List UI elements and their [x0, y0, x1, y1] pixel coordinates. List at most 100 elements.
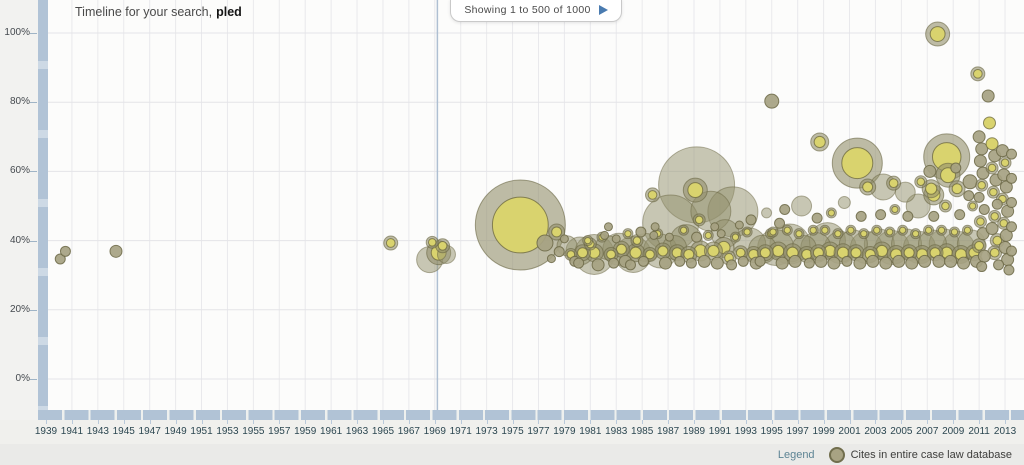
bubble[interactable]: [1003, 264, 1015, 276]
next-page-icon[interactable]: [598, 5, 608, 15]
bubble[interactable]: [702, 229, 714, 241]
bubble[interactable]: [961, 224, 973, 236]
bubble[interactable]: [875, 209, 887, 221]
bubble[interactable]: [814, 254, 828, 268]
bubble[interactable]: [682, 177, 708, 203]
bubble[interactable]: [435, 238, 451, 254]
bubble[interactable]: [976, 261, 988, 273]
bubble[interactable]: [977, 249, 991, 263]
bubble[interactable]: [745, 214, 757, 226]
bubble[interactable]: [845, 224, 857, 236]
bubble[interactable]: [837, 196, 851, 210]
bubble[interactable]: [950, 162, 962, 174]
bubble[interactable]: [764, 93, 780, 109]
bubble[interactable]: [973, 191, 985, 203]
bubble[interactable]: [1006, 221, 1018, 233]
bubble[interactable]: [902, 210, 914, 222]
bubble[interactable]: [710, 256, 724, 270]
bubble-chart[interactable]: [0, 0, 1024, 410]
bubble[interactable]: [967, 200, 979, 212]
bubble[interactable]: [918, 254, 932, 268]
bubble[interactable]: [630, 234, 644, 248]
bubble[interactable]: [811, 212, 823, 224]
bubble[interactable]: [635, 226, 647, 238]
bubble[interactable]: [611, 234, 621, 244]
bubble[interactable]: [832, 228, 844, 240]
bubble[interactable]: [775, 256, 789, 270]
bubble[interactable]: [779, 203, 791, 215]
bubble[interactable]: [741, 226, 753, 238]
bubble[interactable]: [948, 226, 960, 238]
bubble[interactable]: [923, 164, 937, 178]
bubble[interactable]: [59, 245, 71, 257]
bubble[interactable]: [685, 257, 697, 269]
bubble[interactable]: [985, 161, 999, 175]
bubble[interactable]: [900, 244, 918, 262]
bubble[interactable]: [793, 228, 805, 240]
bubble[interactable]: [761, 207, 773, 219]
bubble[interactable]: [546, 254, 556, 264]
bubble[interactable]: [925, 21, 951, 47]
bubble[interactable]: [803, 257, 815, 269]
bubble[interactable]: [999, 180, 1013, 194]
bubble[interactable]: [703, 241, 723, 261]
bubble[interactable]: [914, 175, 928, 189]
bubble[interactable]: [855, 210, 867, 222]
bubble[interactable]: [981, 89, 995, 103]
bubble[interactable]: [726, 259, 738, 271]
bubble[interactable]: [825, 207, 837, 219]
bubble[interactable]: [986, 185, 1000, 199]
bubble[interactable]: [871, 224, 883, 236]
bubble[interactable]: [791, 195, 813, 217]
bubble[interactable]: [853, 256, 867, 270]
bubble[interactable]: [866, 254, 880, 268]
bubble[interactable]: [938, 199, 952, 213]
bubble[interactable]: [928, 210, 940, 222]
y-axis-scrollbar[interactable]: [38, 0, 48, 410]
bubble[interactable]: [622, 228, 634, 240]
bubble[interactable]: [973, 154, 987, 168]
bubble[interactable]: [859, 178, 877, 196]
bubble[interactable]: [1006, 197, 1018, 209]
bubble[interactable]: [1006, 245, 1018, 257]
bubble[interactable]: [1006, 172, 1018, 184]
bubble[interactable]: [678, 224, 690, 236]
bubble[interactable]: [649, 230, 659, 240]
bubble[interactable]: [879, 256, 893, 270]
bubble[interactable]: [109, 244, 123, 258]
bubble[interactable]: [819, 224, 831, 236]
bubble[interactable]: [897, 224, 909, 236]
bubble[interactable]: [985, 137, 999, 151]
bubble[interactable]: [988, 209, 1002, 223]
bubble[interactable]: [894, 181, 916, 203]
bubble[interactable]: [591, 258, 605, 272]
bubble[interactable]: [774, 217, 786, 229]
bubble[interactable]: [972, 130, 986, 144]
bubble[interactable]: [973, 215, 987, 229]
bubble[interactable]: [658, 256, 672, 270]
bubble[interactable]: [982, 116, 996, 130]
bubble[interactable]: [737, 255, 749, 267]
bubble[interactable]: [582, 235, 594, 247]
bubble[interactable]: [1006, 148, 1018, 160]
bubble[interactable]: [892, 254, 906, 268]
bubble[interactable]: [674, 255, 686, 267]
bubble[interactable]: [536, 234, 554, 252]
bubble[interactable]: [781, 224, 793, 236]
bubble[interactable]: [957, 256, 971, 270]
bubble[interactable]: [645, 187, 661, 203]
bubble[interactable]: [654, 242, 672, 260]
bubble[interactable]: [810, 132, 830, 152]
bubble[interactable]: [944, 254, 958, 268]
bubble[interactable]: [664, 232, 674, 242]
bubble[interactable]: [905, 256, 919, 270]
bubble[interactable]: [971, 238, 987, 254]
bubble[interactable]: [608, 257, 620, 269]
bubble[interactable]: [975, 178, 989, 192]
bubble[interactable]: [993, 259, 1005, 271]
bubble[interactable]: [548, 223, 566, 241]
bubble[interactable]: [729, 231, 741, 243]
bubble[interactable]: [553, 246, 565, 258]
bubble[interactable]: [710, 222, 720, 232]
bubble[interactable]: [963, 190, 975, 202]
